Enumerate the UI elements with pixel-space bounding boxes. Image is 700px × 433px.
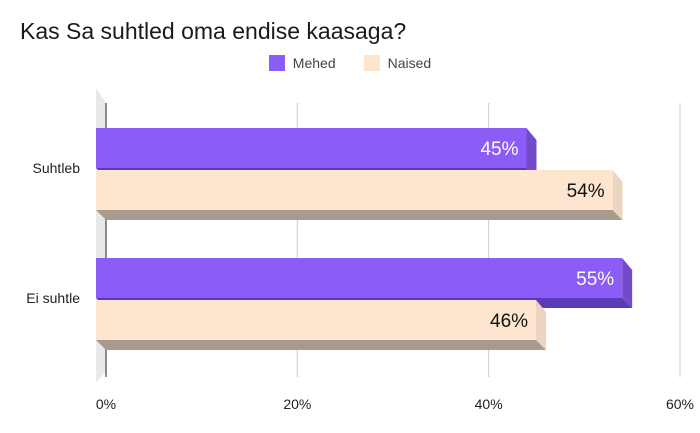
legend-item-naised[interactable]: Naised bbox=[363, 55, 432, 71]
data-label: 46% bbox=[490, 311, 528, 332]
bar-end-face bbox=[536, 300, 547, 350]
bar-mehed-1 bbox=[96, 258, 623, 298]
bar-naised-1 bbox=[96, 300, 537, 340]
x-tick-label: 20% bbox=[283, 396, 311, 412]
x-tick-label: 40% bbox=[475, 396, 503, 412]
legend-item-mehed[interactable]: Mehed bbox=[268, 55, 336, 71]
data-label: 55% bbox=[576, 269, 614, 290]
x-tick-label: 0% bbox=[96, 396, 116, 412]
bar-mehed-0 bbox=[96, 128, 527, 168]
data-label: 54% bbox=[567, 181, 605, 202]
bar-end-face bbox=[622, 258, 633, 308]
legend-label-naised: Naised bbox=[387, 55, 432, 71]
legend-swatch-mehed bbox=[268, 55, 285, 71]
bar-bottom-face bbox=[96, 340, 547, 350]
data-label: 45% bbox=[480, 139, 518, 160]
legend-label-mehed: Mehed bbox=[292, 55, 336, 71]
category-label: Ei suhtle bbox=[26, 290, 80, 306]
legend: Mehed Naised bbox=[0, 55, 700, 71]
category-label: Suhtleb bbox=[33, 160, 81, 176]
bar-end-face bbox=[526, 128, 537, 178]
bar-end-face bbox=[612, 170, 623, 220]
legend-swatch-naised bbox=[363, 55, 380, 71]
chart-title: Kas Sa suhtled oma endise kaasaga? bbox=[20, 18, 407, 44]
bar-naised-0 bbox=[96, 170, 613, 210]
bar-bottom-face bbox=[96, 210, 623, 220]
x-tick-label: 60% bbox=[666, 396, 694, 412]
